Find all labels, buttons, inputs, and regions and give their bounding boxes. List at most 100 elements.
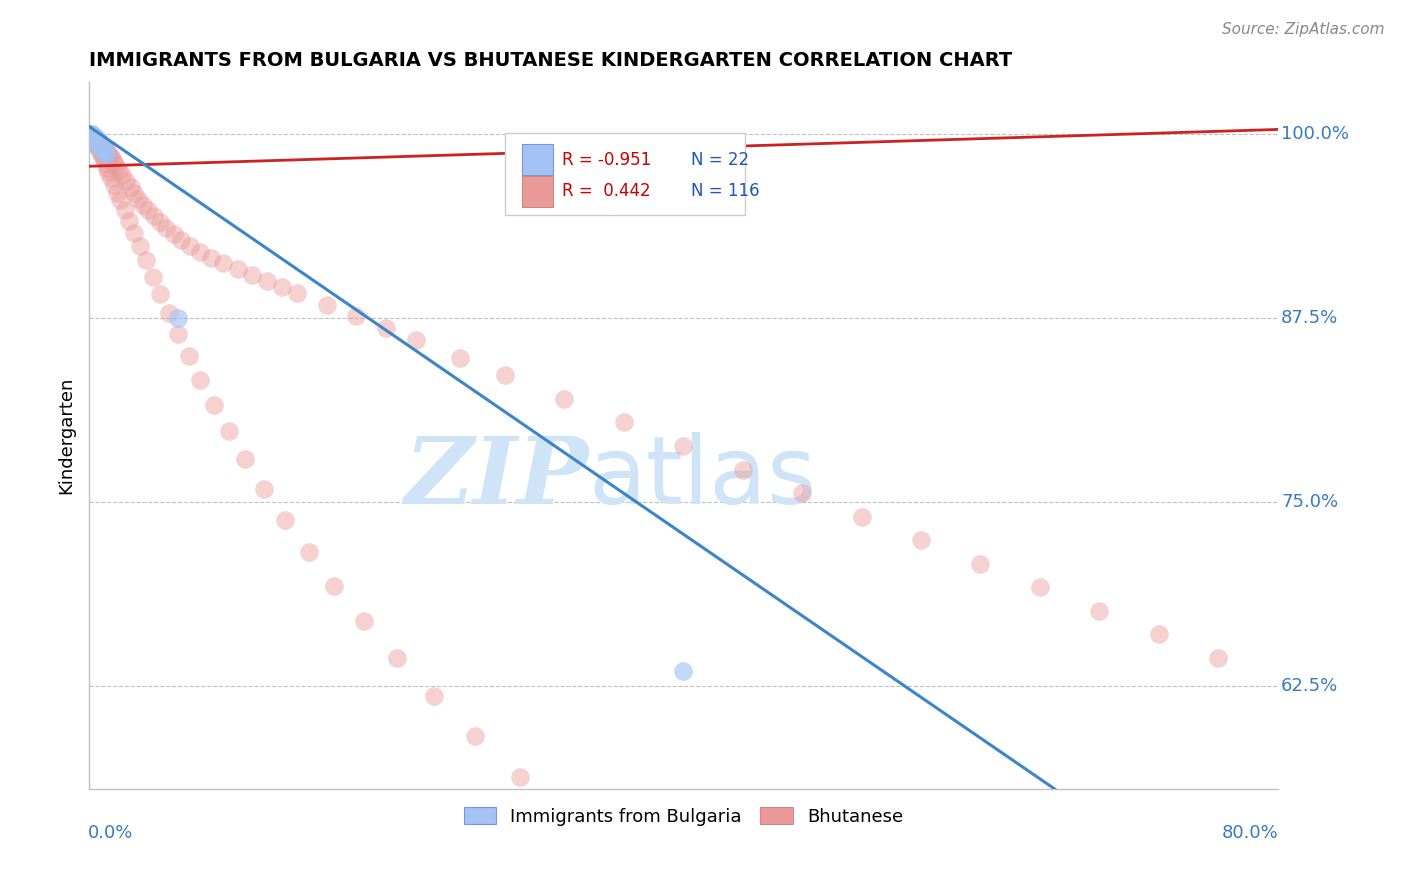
Point bbox=[910, 533, 932, 548]
Point bbox=[969, 557, 991, 571]
Text: R =  0.442: R = 0.442 bbox=[561, 182, 650, 201]
Point bbox=[89, 143, 111, 157]
Point bbox=[87, 136, 110, 150]
Point bbox=[120, 179, 142, 194]
Point bbox=[1206, 651, 1229, 665]
Point bbox=[83, 129, 105, 144]
Text: N = 22: N = 22 bbox=[690, 151, 749, 169]
Point bbox=[105, 186, 128, 200]
Point bbox=[613, 416, 636, 430]
Point bbox=[91, 138, 114, 153]
Point bbox=[80, 128, 103, 143]
Point bbox=[167, 310, 190, 325]
Point bbox=[167, 327, 190, 342]
Point bbox=[89, 138, 111, 153]
Point bbox=[127, 192, 149, 206]
Point bbox=[142, 269, 165, 284]
Point bbox=[553, 392, 575, 406]
Point bbox=[86, 131, 108, 145]
Point bbox=[218, 424, 240, 438]
Point bbox=[91, 142, 114, 156]
Point bbox=[298, 545, 321, 559]
Point bbox=[86, 136, 108, 150]
Point bbox=[143, 210, 166, 224]
Point bbox=[87, 133, 110, 147]
Point bbox=[122, 186, 145, 200]
Point bbox=[110, 193, 132, 207]
Point bbox=[97, 165, 120, 179]
Point bbox=[83, 133, 105, 147]
Point bbox=[101, 153, 124, 168]
Point bbox=[87, 140, 110, 154]
Point bbox=[86, 134, 108, 148]
Point bbox=[98, 149, 121, 163]
Point bbox=[80, 131, 103, 145]
Point bbox=[96, 147, 118, 161]
Point bbox=[494, 368, 516, 383]
Legend: Immigrants from Bulgaria, Bhutanese: Immigrants from Bulgaria, Bhutanese bbox=[457, 800, 910, 833]
Point bbox=[107, 163, 129, 178]
Point bbox=[97, 146, 120, 161]
Point bbox=[84, 129, 107, 144]
Point bbox=[672, 664, 695, 678]
Point bbox=[83, 134, 105, 148]
Point bbox=[233, 452, 256, 467]
Point bbox=[553, 813, 575, 827]
Point bbox=[163, 227, 186, 241]
Point bbox=[86, 136, 108, 150]
Point bbox=[613, 857, 636, 871]
Point bbox=[177, 349, 200, 363]
Point bbox=[89, 136, 111, 150]
Point bbox=[90, 137, 112, 152]
Point bbox=[226, 262, 249, 277]
Point bbox=[89, 138, 111, 153]
Point bbox=[138, 203, 160, 218]
Point bbox=[79, 129, 101, 144]
Point bbox=[79, 127, 101, 141]
Text: 100.0%: 100.0% bbox=[1281, 125, 1350, 143]
Point bbox=[253, 482, 276, 496]
Point bbox=[114, 203, 136, 218]
Point bbox=[80, 131, 103, 145]
Point bbox=[135, 253, 157, 268]
Point bbox=[256, 274, 278, 288]
Point bbox=[93, 142, 115, 156]
Text: 87.5%: 87.5% bbox=[1281, 309, 1339, 326]
Point bbox=[170, 233, 193, 247]
Point bbox=[1147, 627, 1170, 641]
Point bbox=[94, 145, 117, 159]
Text: 0.0%: 0.0% bbox=[89, 824, 134, 842]
Point bbox=[509, 770, 531, 784]
Point bbox=[93, 140, 115, 154]
Point bbox=[731, 462, 754, 476]
Point bbox=[190, 244, 212, 259]
Point bbox=[87, 137, 110, 152]
Point bbox=[1029, 580, 1052, 594]
Point bbox=[84, 133, 107, 147]
Point bbox=[149, 287, 172, 301]
Point bbox=[83, 129, 105, 144]
Point bbox=[450, 351, 472, 365]
Point bbox=[90, 137, 112, 152]
Point bbox=[422, 690, 444, 704]
Text: Source: ZipAtlas.com: Source: ZipAtlas.com bbox=[1222, 22, 1385, 37]
Point bbox=[115, 174, 138, 188]
Point bbox=[385, 651, 408, 665]
Point bbox=[87, 134, 110, 148]
Point bbox=[200, 251, 222, 265]
Point bbox=[131, 197, 153, 211]
Point bbox=[285, 285, 308, 300]
Point bbox=[323, 579, 346, 593]
Point bbox=[93, 152, 115, 166]
Point bbox=[104, 159, 127, 173]
Point bbox=[274, 512, 297, 526]
Text: N = 116: N = 116 bbox=[690, 182, 759, 201]
Text: R = -0.951: R = -0.951 bbox=[561, 151, 651, 169]
Point bbox=[93, 145, 115, 159]
Point bbox=[100, 150, 122, 164]
Point bbox=[94, 156, 117, 170]
Point bbox=[90, 142, 112, 156]
Point bbox=[90, 140, 112, 154]
Point bbox=[86, 137, 108, 152]
Point bbox=[202, 398, 225, 412]
